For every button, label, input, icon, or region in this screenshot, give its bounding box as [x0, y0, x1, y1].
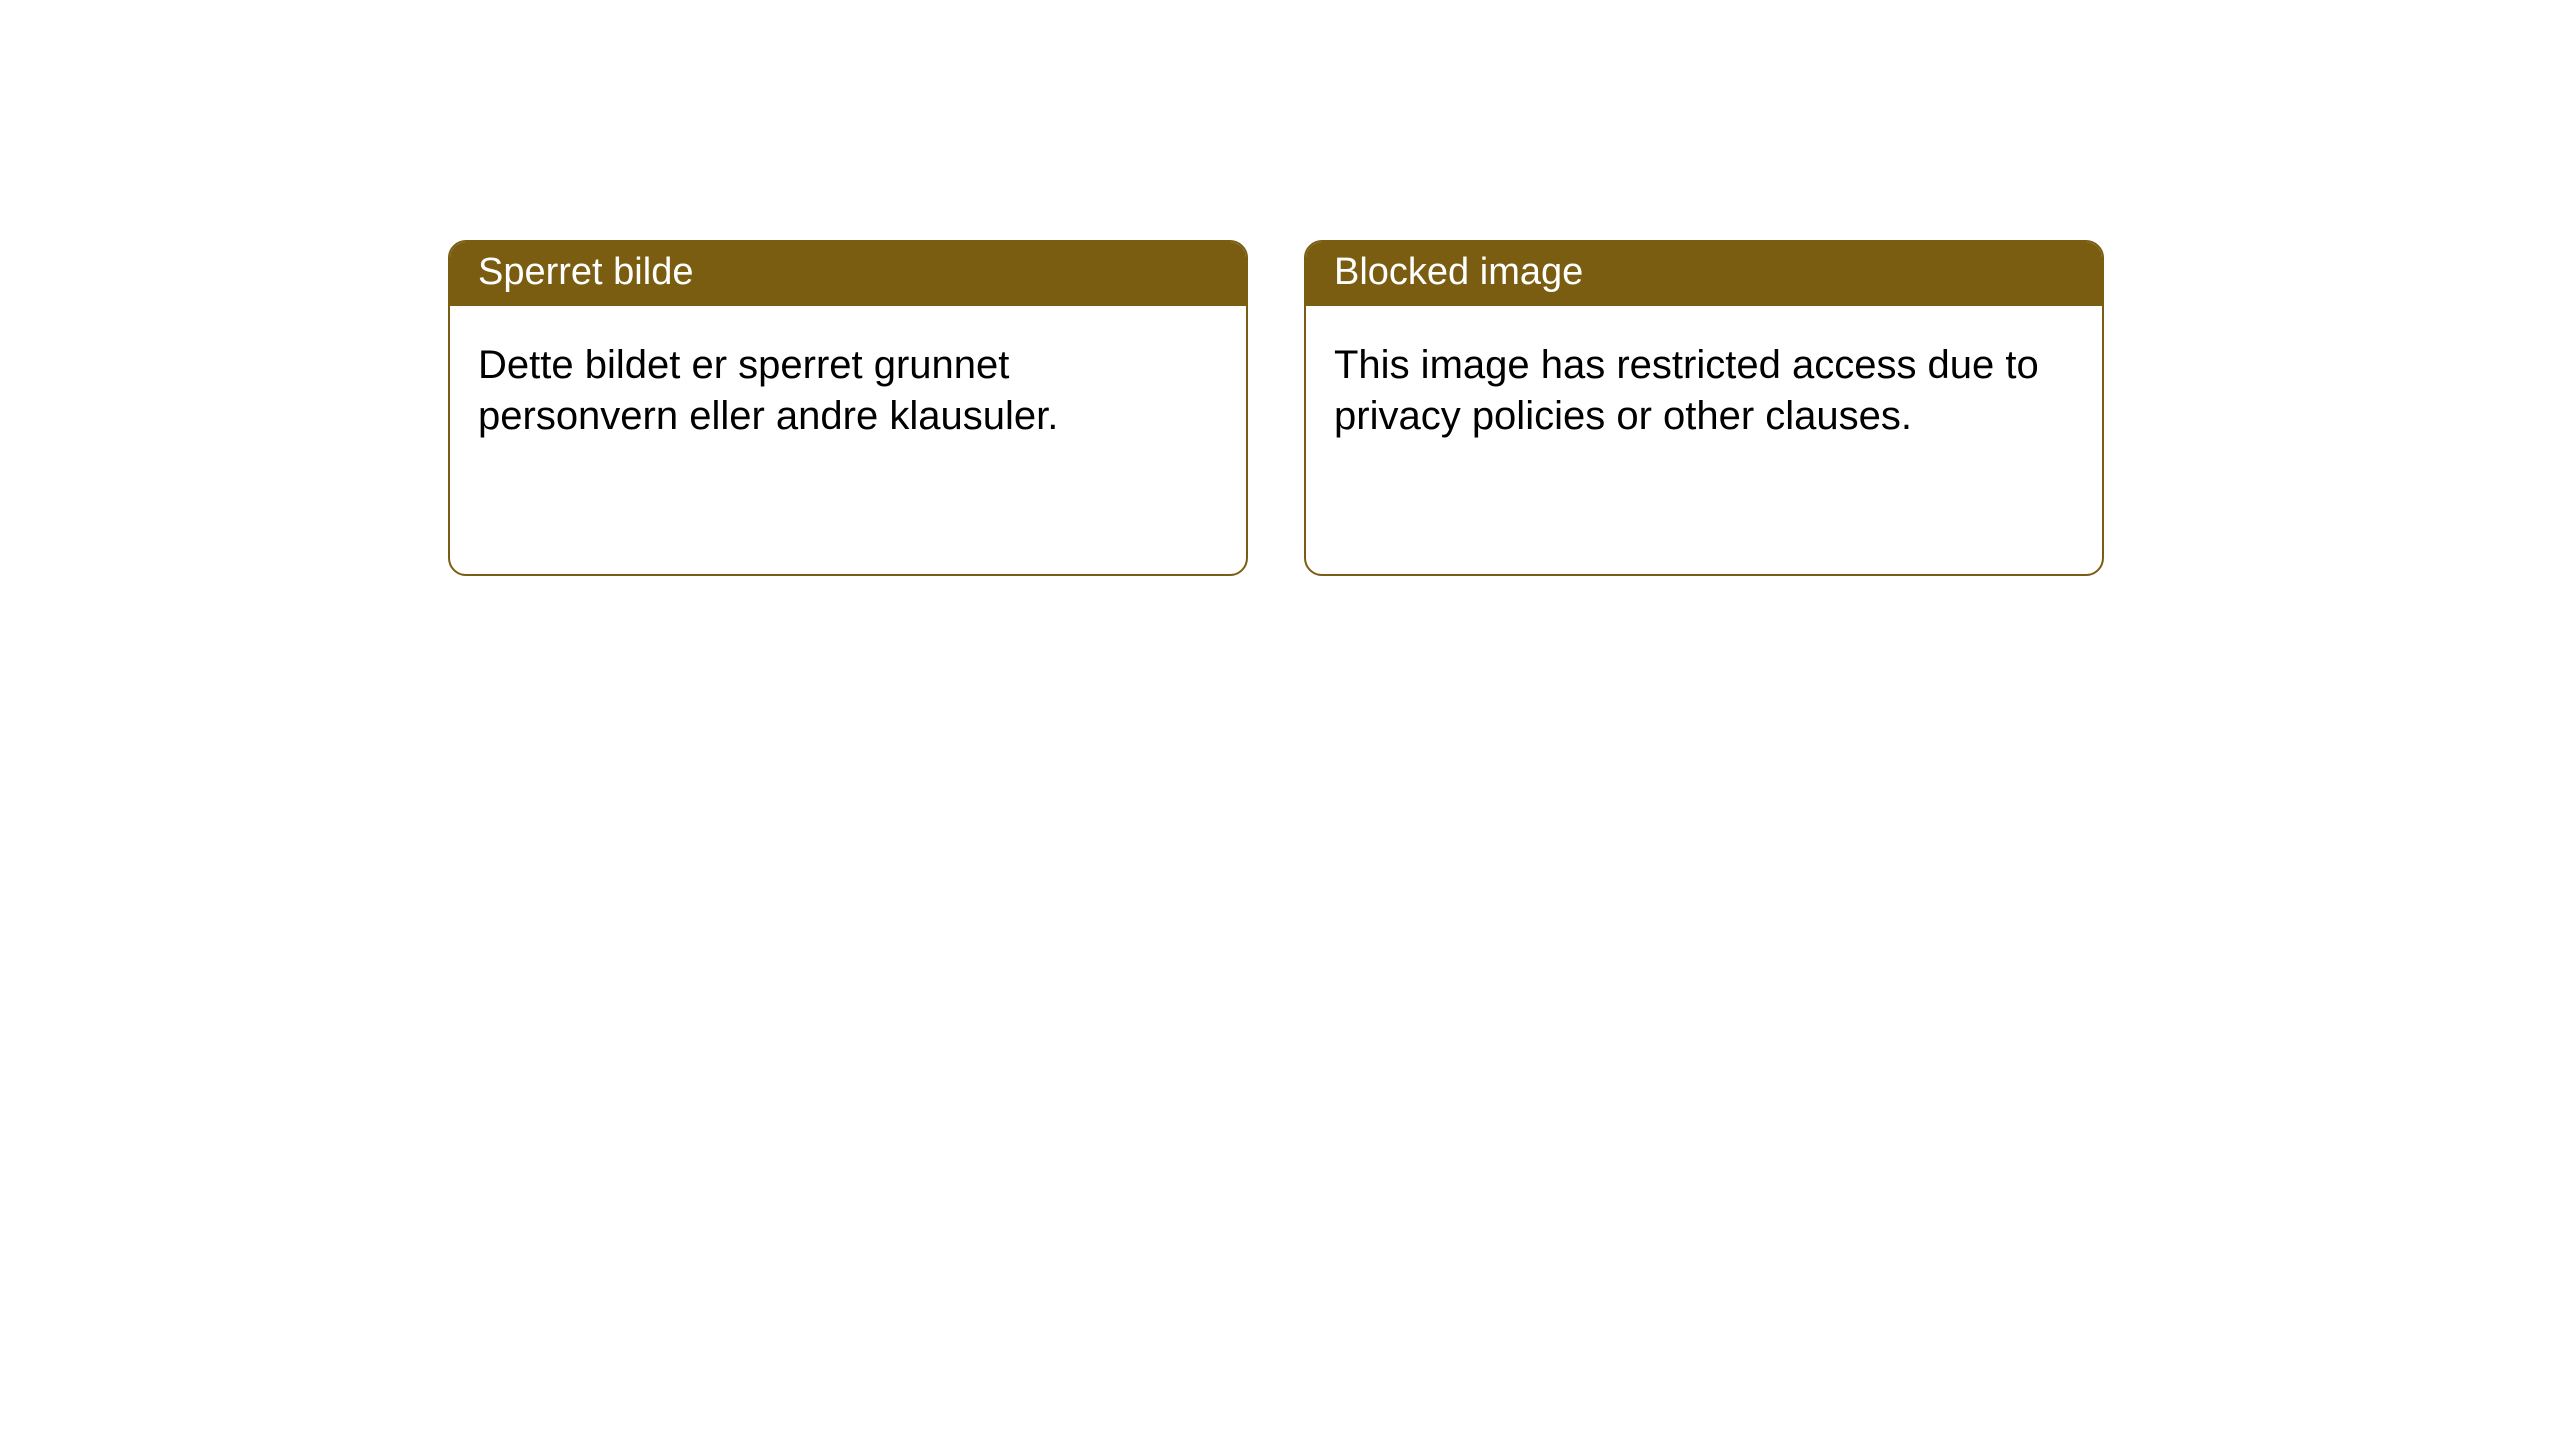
notice-body: Dette bildet er sperret grunnet personve… [450, 306, 1246, 476]
notice-body: This image has restricted access due to … [1306, 306, 2102, 476]
notice-card-english: Blocked image This image has restricted … [1304, 240, 2104, 576]
notice-card-norwegian: Sperret bilde Dette bildet er sperret gr… [448, 240, 1248, 576]
notice-container: Sperret bilde Dette bildet er sperret gr… [0, 0, 2560, 576]
notice-header: Sperret bilde [450, 242, 1246, 306]
notice-header: Blocked image [1306, 242, 2102, 306]
